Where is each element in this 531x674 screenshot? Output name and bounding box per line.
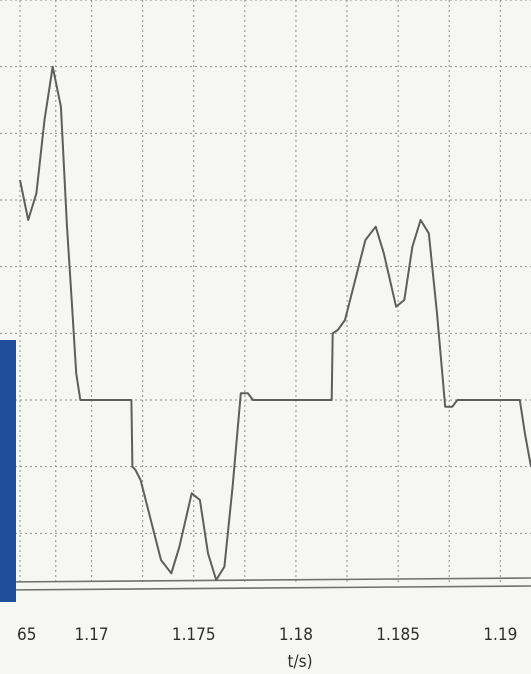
x-axis-label: t/s) bbox=[287, 652, 312, 672]
blue-accent-bar bbox=[0, 340, 16, 602]
series-group bbox=[19, 65, 531, 581]
baseline-trace-1 bbox=[0, 577, 531, 583]
x-tick-label: 1.18 bbox=[279, 625, 313, 645]
x-tick-label: 1.185 bbox=[376, 625, 420, 645]
bottom-baselines bbox=[0, 577, 531, 591]
series-line-1 bbox=[19, 65, 531, 581]
x-tick-label: 1.19 bbox=[483, 625, 517, 645]
x-tick-label: 1.17 bbox=[75, 625, 109, 645]
x-tick-labels: 65 1.17 1.175 1.18 1.185 1.19 bbox=[17, 625, 517, 645]
x-tick-label: 1.175 bbox=[172, 625, 216, 645]
baseline-trace-2 bbox=[0, 585, 531, 591]
x-tick-label: 65 bbox=[17, 625, 36, 645]
grid bbox=[0, 0, 531, 585]
